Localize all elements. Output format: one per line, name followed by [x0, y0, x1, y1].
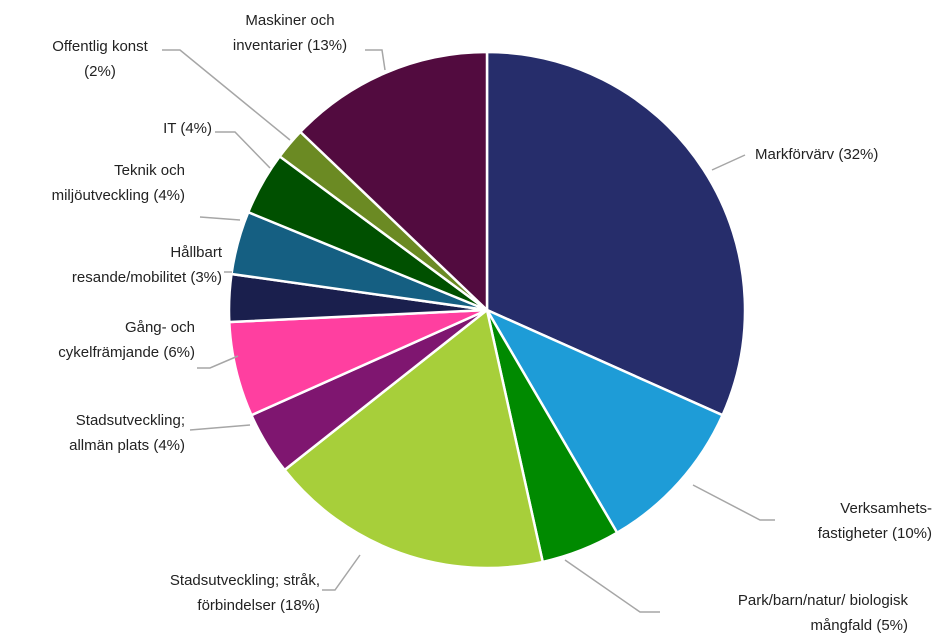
value-label: (2%)	[84, 63, 116, 80]
leader-line	[162, 49, 291, 141]
slice-label: Stadsutveckling; allmän plats (4%)	[35, 408, 185, 458]
value-label: (3%)	[190, 269, 222, 286]
value-label: (4%)	[153, 187, 185, 204]
category-label: Maskiner och inventarier	[232, 12, 335, 54]
category-label: Verksamhets-fastigheter	[817, 500, 932, 542]
leader-line	[711, 154, 746, 171]
slice-label: Gång- och cykelfrämjande (6%)	[45, 315, 195, 365]
category-label: Stadsutveckling; allmän plats	[69, 412, 185, 454]
leader-line	[197, 355, 239, 369]
value-label: (4%)	[153, 437, 185, 454]
category-label: Stadsutveckling; stråk, förbindelser	[169, 572, 320, 614]
category-label: Teknik och miljöutveckling	[51, 162, 185, 204]
slice-label: IT (4%)	[112, 116, 212, 141]
value-label: (13%)	[307, 37, 348, 54]
slice-label: Verksamhets-fastigheter (10%)	[772, 496, 932, 546]
pie-slice	[485, 50, 747, 417]
slice-label: Markförvärv (32%)	[755, 142, 933, 167]
value-label: (10%)	[891, 525, 932, 542]
leader-line	[692, 484, 775, 521]
leader-lines	[162, 49, 775, 613]
pie-slice	[298, 50, 489, 313]
category-label: Hållbart resande/mobilitet	[71, 244, 222, 286]
category-label: Gång- och cykelfrämjande	[58, 319, 195, 361]
value-label: (32%)	[838, 146, 879, 163]
slice-label: Teknik och miljöutveckling (4%)	[20, 158, 185, 208]
value-label: (5%)	[876, 617, 908, 634]
leader-line	[199, 216, 241, 221]
category-label: IT	[163, 120, 177, 137]
category-label: Park/barn/natur/ biologisk mångfald	[737, 592, 908, 634]
slice-label: Offentlig konst (2%)	[40, 34, 160, 84]
leader-line	[365, 49, 386, 71]
category-label: Markförvärv	[755, 146, 835, 163]
value-label: (18%)	[279, 597, 320, 614]
value-label: (4%)	[180, 120, 212, 137]
slice-label: Hållbart resande/mobilitet (3%)	[62, 240, 222, 290]
value-label: (6%)	[163, 344, 195, 361]
slice-label: Park/barn/natur/ biologisk mångfald (5%)	[688, 588, 908, 636]
leader-line	[322, 554, 361, 591]
category-label: Offentlig konst	[52, 38, 148, 55]
leader-line	[189, 424, 251, 431]
pie-slice	[282, 307, 545, 570]
slice-label: Maskiner och inventarier (13%)	[220, 8, 360, 58]
leader-line	[564, 559, 660, 613]
pie-slice	[483, 307, 725, 535]
slice-label: Stadsutveckling; stråk, förbindelser (18…	[140, 568, 320, 618]
leader-line	[215, 131, 271, 169]
